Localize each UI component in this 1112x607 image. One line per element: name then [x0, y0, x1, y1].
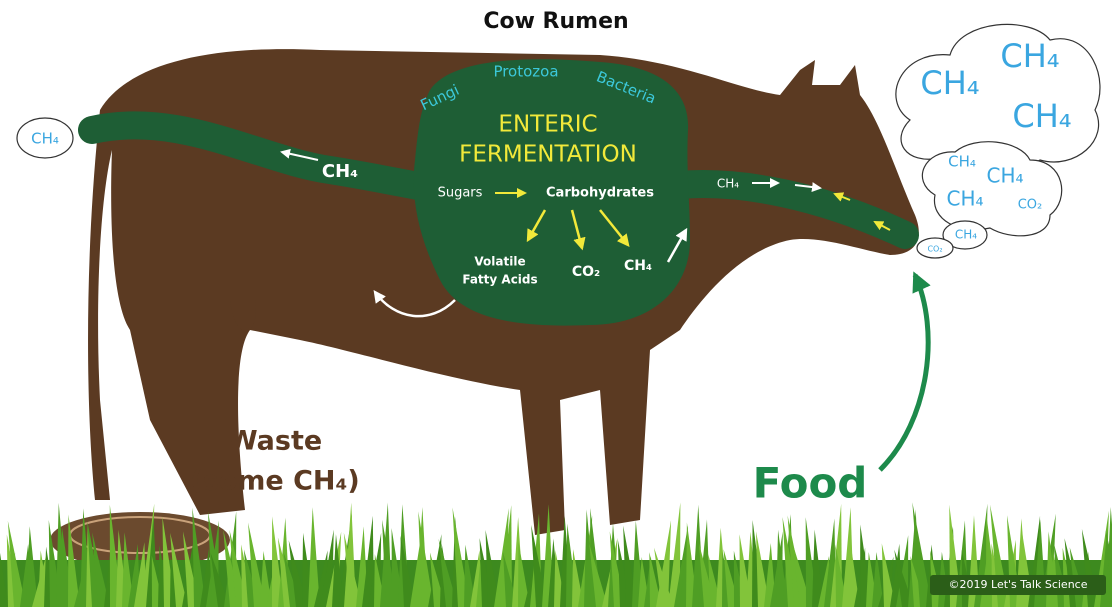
flow-to: Carbohydrates — [546, 186, 654, 201]
flow-from: Sugars — [438, 186, 483, 201]
product: Fatty Acids — [462, 273, 537, 287]
microbe: Protozoa — [493, 63, 558, 81]
cloud-label: CO₂ — [1018, 198, 1043, 213]
cloud-label: CO₂ — [927, 245, 942, 254]
food-label: Food — [753, 459, 868, 508]
cloud-label: CH₄ — [955, 228, 977, 242]
manure — [50, 512, 230, 568]
cloud-label: CH₄ — [948, 153, 976, 171]
heading: FERMENTATION — [459, 142, 637, 168]
clouds — [16, 23, 1101, 259]
food-arrow — [878, 271, 931, 472]
cloud-label: CH₄ — [1000, 37, 1059, 75]
waste-label: (some CH₄) — [190, 466, 359, 497]
cloud-label: CH₄ — [1012, 97, 1071, 135]
waste-label: Waste — [228, 426, 322, 457]
cloud-label: CH₄ — [986, 164, 1023, 188]
cloud-label: CH₄ — [920, 64, 979, 102]
product: Volatile — [474, 255, 525, 269]
heading: ENTERIC — [498, 112, 597, 138]
grass — [0, 502, 1112, 607]
bubble-label: CH₄ — [31, 130, 59, 148]
tract-label: CH₄ — [717, 177, 739, 191]
digestive-tract — [78, 59, 919, 326]
product: CH₄ — [624, 258, 652, 274]
credit: ©2019 Let's Talk Science — [949, 578, 1088, 591]
title: Cow Rumen — [483, 9, 628, 34]
tract-label: CH₄ — [322, 161, 358, 182]
product: CO₂ — [572, 264, 600, 280]
cloud-label: CH₄ — [946, 187, 983, 211]
